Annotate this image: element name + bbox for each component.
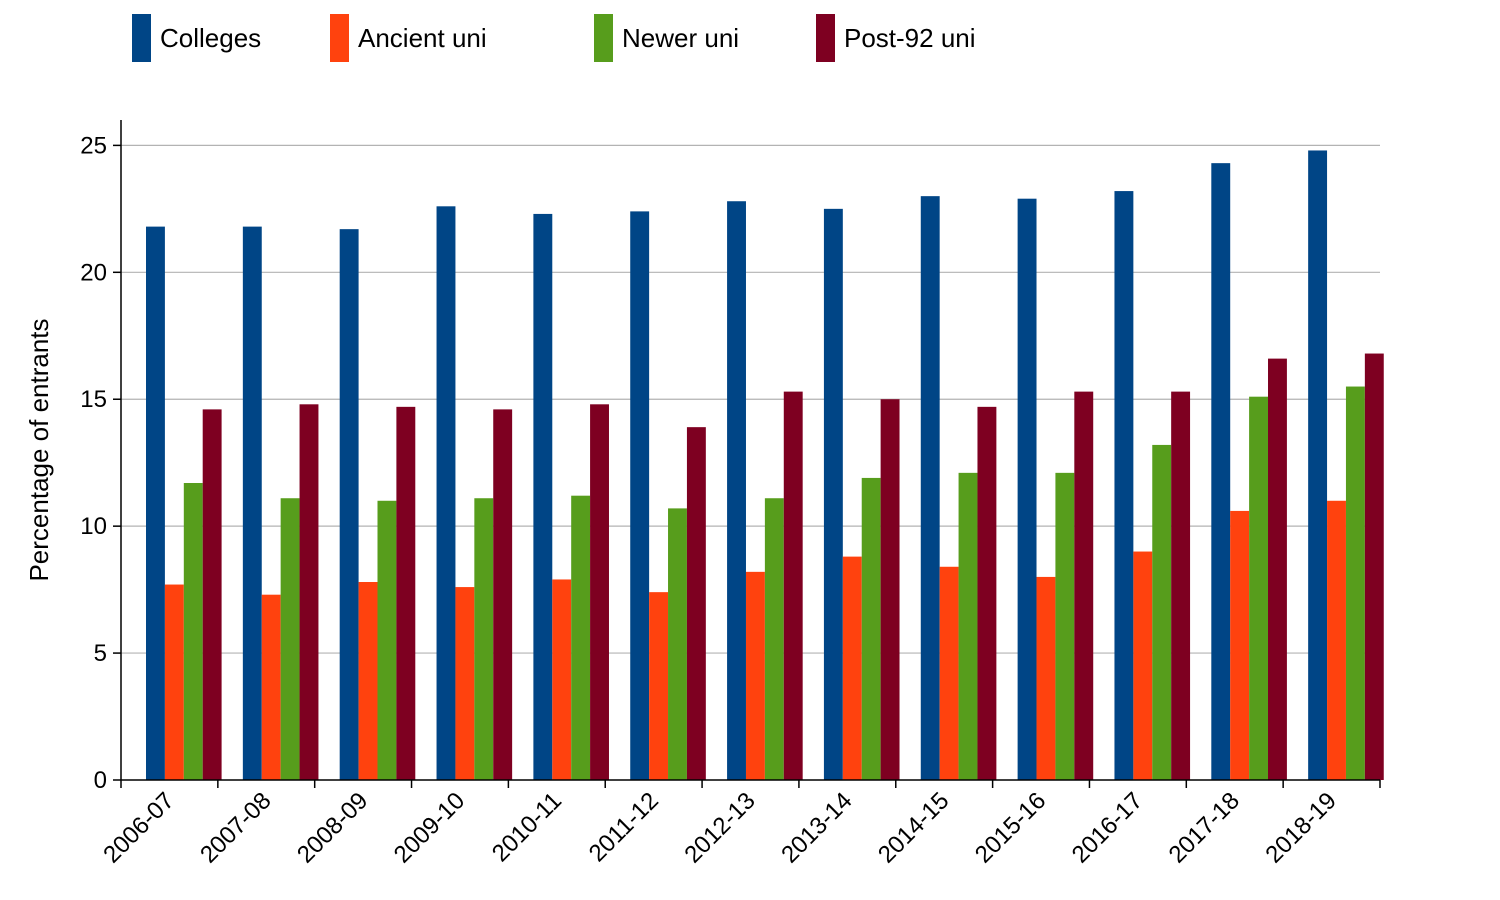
- bar-ancient-uni-2008-09: [358, 582, 378, 780]
- y-tick-label-0: 0: [94, 767, 107, 794]
- bar-newer-uni-2015-16: [1055, 472, 1075, 780]
- legend-swatch-colleges: [132, 14, 151, 62]
- bar-ancient-uni-2010-11: [552, 579, 572, 780]
- bar-ancient-uni-2018-19: [1327, 500, 1346, 780]
- bar-ancient-uni-2009-10: [455, 587, 475, 780]
- bar-colleges-2007-08: [242, 226, 262, 781]
- legend-label-post-92-uni: Post-92 uni: [844, 23, 976, 53]
- legend-label-newer-uni: Newer uni: [622, 23, 739, 53]
- bar-newer-uni-2014-15: [958, 472, 978, 780]
- bar-post-92-uni-2018-19: [1364, 353, 1384, 780]
- bar-newer-uni-2018-19: [1345, 386, 1365, 780]
- x-tick-label-2009-10: 2009-10: [389, 787, 470, 868]
- x-tick-label-2015-16: 2015-16: [970, 787, 1051, 868]
- legend-swatch-newer-uni: [594, 14, 613, 62]
- bar-colleges-2008-09: [339, 229, 359, 781]
- x-tick-label-2007-08: 2007-08: [195, 787, 276, 868]
- x-tick-label-2010-11: 2010-11: [487, 787, 567, 867]
- bars: [146, 150, 1384, 781]
- y-tick-label-15: 15: [80, 386, 107, 413]
- bar-post-92-uni-2013-14: [880, 399, 900, 780]
- y-tick-label-10: 10: [80, 513, 107, 540]
- bar-post-92-uni-2006-07: [202, 409, 222, 780]
- bar-post-92-uni-2014-15: [977, 406, 997, 780]
- bar-newer-uni-2006-07: [183, 483, 203, 780]
- x-tick-label-2006-07: 2006-07: [98, 787, 179, 868]
- y-axis-title: Percentage of entrants: [24, 318, 54, 581]
- bar-colleges-2015-16: [1017, 198, 1037, 780]
- legend: Colleges Ancient uni Newer uni Post-92 uni: [132, 14, 976, 62]
- x-tick-label-2017-18: 2017-18: [1164, 787, 1245, 868]
- bar-newer-uni-2008-09: [377, 500, 397, 780]
- bar-ancient-uni-2017-18: [1230, 510, 1250, 780]
- bar-post-92-uni-2012-13: [783, 391, 803, 780]
- bar-post-92-uni-2009-10: [493, 409, 513, 780]
- bar-post-92-uni-2017-18: [1268, 358, 1287, 780]
- bar-ancient-uni-2006-07: [164, 584, 184, 780]
- x-tick-label-2014-15: 2014-15: [873, 787, 954, 868]
- bar-ancient-uni-2012-13: [745, 571, 765, 780]
- bar-colleges-2006-07: [146, 226, 165, 781]
- bar-colleges-2014-15: [920, 196, 940, 781]
- bar-newer-uni-2016-17: [1152, 444, 1172, 780]
- bar-ancient-uni-2015-16: [1036, 576, 1056, 780]
- bar-ancient-uni-2011-12: [649, 592, 669, 780]
- bar-ancient-uni-2014-15: [939, 566, 959, 780]
- x-tick-label-2016-17: 2016-17: [1067, 787, 1148, 868]
- bar-ancient-uni-2007-08: [261, 594, 281, 780]
- legend-label-ancient-uni: Ancient uni: [358, 23, 487, 53]
- bar-colleges-2011-12: [630, 211, 650, 780]
- bar-colleges-2009-10: [436, 206, 456, 781]
- bar-newer-uni-2011-12: [668, 508, 687, 780]
- bar-colleges-2017-18: [1211, 163, 1231, 781]
- bar-newer-uni-2007-08: [280, 498, 300, 780]
- x-tick-label-2013-14: 2013-14: [776, 787, 857, 868]
- bar-post-92-uni-2011-12: [686, 427, 706, 780]
- legend-swatch-post-92-uni: [816, 14, 835, 62]
- x-tick-label-2018-19: 2018-19: [1260, 787, 1341, 868]
- bar-newer-uni-2013-14: [861, 477, 881, 780]
- y-tick-label-20: 20: [80, 259, 107, 286]
- bar-post-92-uni-2007-08: [299, 404, 319, 780]
- bar-post-92-uni-2010-11: [590, 404, 609, 780]
- bar-newer-uni-2010-11: [571, 495, 591, 780]
- bar-post-92-uni-2016-17: [1171, 391, 1191, 780]
- legend-label-colleges: Colleges: [160, 23, 261, 53]
- x-tick-label-2008-09: 2008-09: [292, 787, 373, 868]
- bar-colleges-2018-19: [1308, 150, 1328, 780]
- bar-colleges-2012-13: [727, 201, 746, 780]
- bar-post-92-uni-2008-09: [396, 406, 416, 780]
- bar-ancient-uni-2013-14: [842, 556, 862, 780]
- x-tick-label-2011-12: 2011-12: [584, 787, 664, 867]
- bar-colleges-2016-17: [1114, 191, 1134, 781]
- y-tick-label-5: 5: [94, 640, 107, 667]
- bar-newer-uni-2017-18: [1249, 396, 1269, 780]
- bar-newer-uni-2009-10: [474, 498, 494, 780]
- x-tick-label-2012-13: 2012-13: [679, 787, 760, 868]
- bar-post-92-uni-2015-16: [1074, 391, 1094, 780]
- y-tick-label-25: 25: [80, 132, 107, 159]
- bar-colleges-2013-14: [823, 208, 843, 780]
- legend-swatch-ancient-uni: [330, 14, 349, 62]
- bar-newer-uni-2012-13: [764, 498, 784, 780]
- bar-colleges-2010-11: [533, 213, 553, 780]
- bar-ancient-uni-2016-17: [1133, 551, 1153, 780]
